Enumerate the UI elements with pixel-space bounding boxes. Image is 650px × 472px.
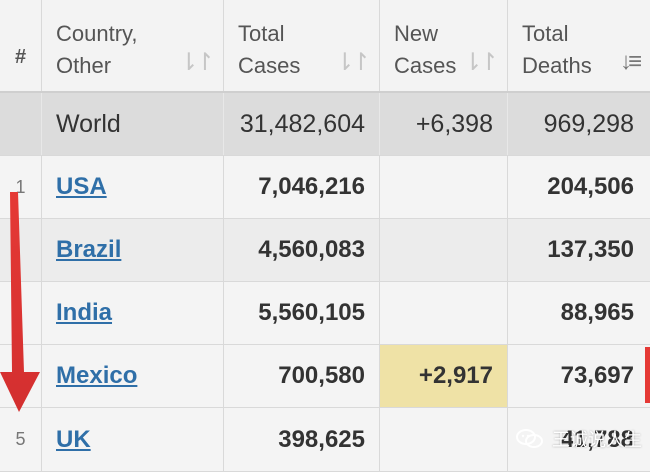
total-deaths-cell: 88,965: [508, 282, 650, 344]
world-new-cases: +6,398: [415, 109, 493, 138]
total-deaths-cell: 204,506: [508, 156, 650, 218]
rank-cell: [0, 282, 42, 344]
world-total-cases: 31,482,604: [239, 109, 365, 138]
country-link-mexico[interactable]: Mexico: [56, 362, 138, 389]
header-total-cases-label: Total Cases: [238, 20, 301, 78]
sort-descending-icon[interactable]: ↓≡: [619, 48, 642, 75]
rank-number: 1: [15, 176, 26, 197]
table-row: Mexico 700,580 +2,917 73,697: [0, 345, 650, 408]
watermark: 王诚说人生: [516, 426, 642, 452]
new-cases-cell: [380, 408, 508, 471]
new-cases-cell-highlighted: +2,917: [380, 345, 508, 407]
country-cell: USA: [42, 156, 224, 218]
country-link-uk[interactable]: UK: [56, 425, 91, 453]
table-header-row: # Country, Other ⇂↾ Total Cases ⇂↾ New C…: [0, 0, 650, 93]
total-deaths: 73,697: [560, 362, 634, 389]
world-name-cell: World: [42, 93, 224, 155]
total-cases: 398,625: [278, 425, 365, 453]
header-total-cases[interactable]: Total Cases ⇂↾: [224, 0, 380, 91]
total-deaths-cell: 41,788: [508, 408, 650, 471]
world-name: World: [56, 109, 121, 138]
total-cases-cell: 398,625: [224, 408, 380, 471]
total-deaths: 88,965: [560, 299, 634, 326]
header-total-deaths[interactable]: Total Deaths ↓≡: [508, 0, 650, 91]
world-total-deaths: 969,298: [543, 109, 634, 138]
country-cell: UK: [42, 408, 224, 471]
country-link-india[interactable]: India: [56, 299, 113, 326]
header-total-deaths-label: Total Deaths: [522, 20, 592, 78]
rank-cell: 1: [0, 156, 42, 218]
country-cell: Brazil: [42, 219, 224, 281]
total-deaths: 204,506: [547, 173, 634, 200]
total-cases-cell: 700,580: [224, 345, 380, 407]
total-cases-cell: 4,560,083: [224, 219, 380, 281]
total-deaths-cell: 73,697: [508, 345, 650, 407]
table-row: India 5,560,105 88,965: [0, 282, 650, 345]
new-cases: +2,917: [418, 362, 493, 389]
header-country[interactable]: Country, Other ⇂↾: [42, 0, 224, 91]
row-highlight-marker: [645, 347, 650, 403]
table-row: 1 USA 7,046,216 204,506: [0, 156, 650, 219]
header-rank[interactable]: #: [0, 0, 42, 91]
country-link-usa[interactable]: USA: [56, 173, 107, 200]
country-link-brazil[interactable]: Brazil: [56, 236, 122, 263]
wechat-logo-icon: [516, 429, 543, 448]
total-deaths-cell: 137,350: [508, 219, 650, 281]
watermark-text: 王诚说人生: [552, 430, 642, 450]
world-row: World 31,482,604 +6,398 969,298: [0, 93, 650, 156]
header-new-cases[interactable]: New Cases ⇂↾: [380, 0, 508, 91]
total-cases-cell: 7,046,216: [224, 156, 380, 218]
total-cases: 700,580: [278, 362, 365, 389]
world-new-cases-cell: +6,398: [380, 93, 508, 155]
world-total-cases-cell: 31,482,604: [224, 93, 380, 155]
table-row: Brazil 4,560,083 137,350: [0, 219, 650, 282]
total-cases-cell: 5,560,105: [224, 282, 380, 344]
header-rank-label: #: [14, 46, 27, 68]
rank-cell: [0, 219, 42, 281]
world-total-deaths-cell: 969,298: [508, 93, 650, 155]
new-cases-cell: [380, 282, 508, 344]
total-cases: 7,046,216: [258, 173, 365, 200]
total-cases: 4,560,083: [258, 236, 365, 263]
rank-cell: [0, 345, 42, 407]
total-cases: 5,560,105: [258, 299, 365, 326]
sort-both-icon[interactable]: ⇂↾: [462, 49, 499, 76]
header-new-cases-label: New Cases: [394, 20, 457, 78]
world-rank-cell: [0, 93, 42, 155]
country-cell: India: [42, 282, 224, 344]
new-cases-cell: [380, 156, 508, 218]
header-country-label: Country, Other: [56, 20, 138, 78]
new-cases-cell: [380, 219, 508, 281]
sort-both-icon[interactable]: ⇂↾: [334, 49, 371, 76]
total-deaths: 41,788: [560, 425, 634, 453]
rank-cell: 5: [0, 408, 42, 471]
sort-both-icon[interactable]: ⇂↾: [178, 49, 215, 76]
total-deaths: 137,350: [547, 236, 634, 263]
rank-number: 5: [15, 429, 26, 449]
country-cell: Mexico: [42, 345, 224, 407]
